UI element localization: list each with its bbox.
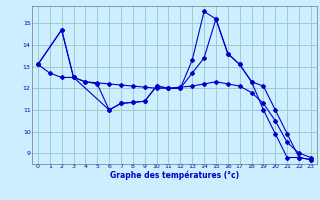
X-axis label: Graphe des températures (°c): Graphe des températures (°c): [110, 170, 239, 180]
